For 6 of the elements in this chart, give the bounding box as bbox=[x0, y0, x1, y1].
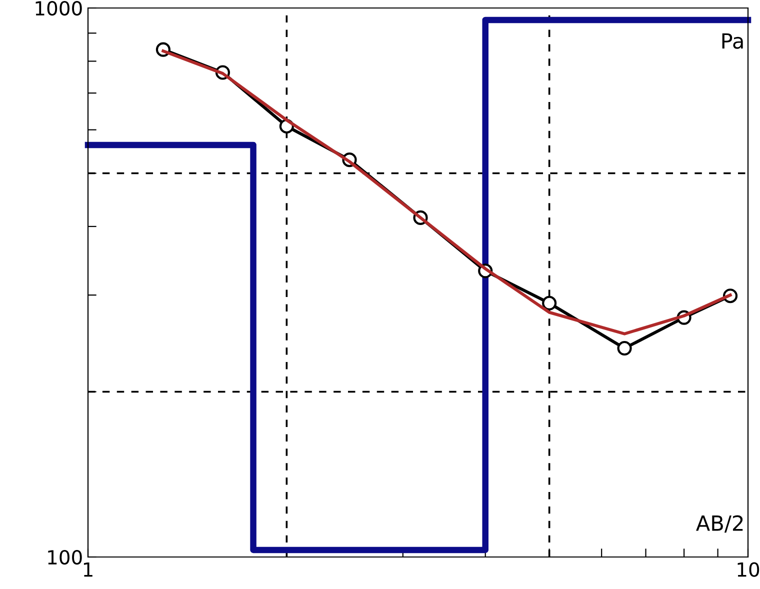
x-tick-label: 1 bbox=[84, 562, 92, 577]
y-tick-label: 1000 bbox=[36, 0, 82, 16]
y-tick-label: 100 bbox=[48, 550, 82, 565]
y-axis-title: Pa bbox=[722, 33, 743, 49]
x-axis-title: AB/2 bbox=[696, 515, 743, 533]
x-tick-label: 10 bbox=[738, 562, 760, 577]
